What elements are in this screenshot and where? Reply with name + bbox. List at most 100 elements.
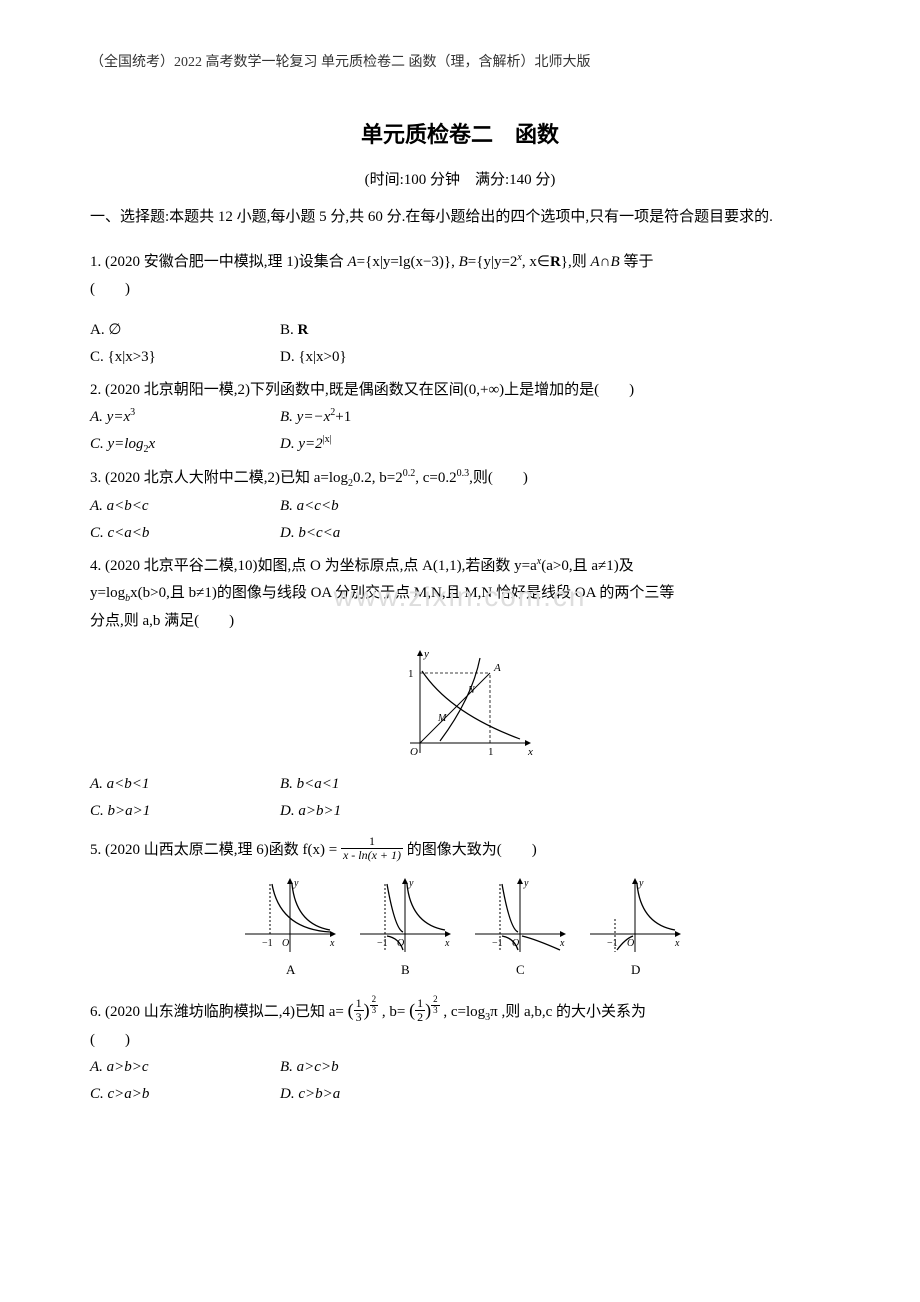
q6-t4: π ,则 a,b,c 的大小关系为 — [490, 1004, 646, 1020]
q4-line3: 分点,则 a,b 满足( ) www.zixin.com.cn — [90, 608, 830, 635]
q4-line2: y=logbx(b>0,且 b≠1)的图像与线段 OA 分别交于点 M,N,且 … — [90, 580, 830, 608]
q1-t4: , x∈ — [522, 254, 550, 270]
q4-t3: y=log — [90, 585, 125, 601]
q2-oa: A. y=x — [90, 409, 130, 425]
q5-text: (2020 山西太原二模,理 6)函数 f(x) = 1 x - ln(x + … — [105, 842, 537, 858]
q5-t2: 的图像大致为( ) — [407, 842, 537, 858]
q5c-x: x — [559, 938, 565, 949]
q5-lbl-C: C — [516, 962, 525, 977]
q1-opt-c: C. {x|x>3} — [90, 344, 280, 371]
q4-figure: y x O 1 1 A N M — [90, 643, 830, 763]
q4-opt-c: C. b>a>1 — [90, 798, 280, 825]
q6-opt-a: A. a>b>c — [90, 1054, 280, 1081]
q2-ob-t: +1 — [335, 409, 351, 425]
q1-t5: },则 — [561, 254, 591, 270]
section-intro: 一、选择题:本题共 12 小题,每小题 5 分,共 60 分.在每小题给出的四个… — [90, 204, 830, 231]
q6-num: 6. — [90, 1004, 101, 1020]
q6-opt-c: C. c>a>b — [90, 1081, 280, 1108]
q1-options-2: C. {x|x>3} D. {x|x>0} — [90, 344, 830, 371]
svg-text:−1: −1 — [607, 938, 618, 949]
q4-num: 4. — [90, 558, 101, 574]
q2-oc-t: x — [148, 436, 155, 452]
q5-lbl-A: A — [286, 962, 296, 977]
q3-text: (2020 北京人大附中二模,2)已知 a=log20.2, b=20.2, c… — [105, 470, 528, 486]
q3-opt-a: A. a<b<c — [90, 493, 280, 520]
q1-text: (2020 安徽合肥一中模拟,理 1)设集合 A={x|y=lg(x−3)}, … — [105, 254, 653, 270]
q5d-O: O — [627, 938, 634, 949]
q5a-y: y — [293, 878, 299, 889]
q2-opt-b: B. y=−x2+1 — [280, 404, 470, 431]
question-2: 2. (2020 北京朝阳一模,2)下列函数中,既是偶函数又在区间(0,+∞)上… — [90, 377, 830, 404]
q3-num: 3. — [90, 470, 101, 486]
svg-text:−1: −1 — [262, 938, 273, 949]
q1-ob-r: R — [298, 322, 309, 338]
q3-t3: , c=0.2 — [415, 470, 456, 486]
q4-label-N: N — [467, 685, 476, 696]
q5d-y: y — [638, 878, 644, 889]
q6-a-base: 13 — [354, 997, 364, 1024]
q3-opt-c: C. c<a<b — [90, 520, 280, 547]
q1-paren: ( ) — [90, 276, 830, 303]
q3-t2: 0.2, b=2 — [353, 470, 403, 486]
q3-options: A. a<b<c B. a<c<b — [90, 493, 830, 520]
q4-t2: (a>0,且 a≠1)及 — [541, 558, 634, 574]
doc-title: 单元质检卷二 函数 — [90, 115, 830, 155]
q3-opt-b: B. a<c<b — [280, 493, 470, 520]
q6-t3: , c=log — [443, 1004, 485, 1020]
q1-opt-b: B. R — [280, 317, 470, 344]
q6-t2: , b= — [382, 1004, 405, 1020]
q2-num: 2. — [90, 382, 101, 398]
q4-label-A: A — [493, 662, 501, 674]
q5-lbl-D: D — [631, 962, 640, 977]
q6-b-exp: 23 — [431, 995, 440, 1016]
svg-text:−1: −1 — [377, 938, 388, 949]
q2-opt-a: A. y=x3 — [90, 404, 280, 431]
q6-a-exp: 23 — [370, 995, 379, 1016]
q3-opt-d: D. b<c<a — [280, 520, 470, 547]
q4-label-1x: 1 — [488, 746, 494, 758]
q5-lbl-B: B — [401, 962, 410, 977]
q5b-y: y — [408, 878, 414, 889]
q5c-y: y — [523, 878, 529, 889]
q5b-O: O — [397, 938, 404, 949]
q5-choice-svg: −1 O x y A −1 O x y B — [230, 874, 690, 984]
q2-text: (2020 北京朝阳一模,2)下列函数中,既是偶函数又在区间(0,+∞)上是增加… — [105, 382, 634, 398]
q1-opt-a: A. ∅ — [90, 317, 280, 344]
q5-frac-num: 1 — [341, 835, 403, 849]
question-5: 5. (2020 山西太原二模,理 6)函数 f(x) = 1 x - ln(x… — [90, 837, 830, 864]
q6-t1: (2020 山东潍坊临朐模拟二,4)已知 a= — [105, 1004, 344, 1020]
q6-bed: 3 — [431, 1006, 440, 1016]
q6-abd: 3 — [354, 1011, 364, 1024]
q6-bbd: 2 — [415, 1011, 425, 1024]
q3-t1: (2020 北京人大附中二模,2)已知 a=log — [105, 470, 348, 486]
q2-opt-c: C. y=log2x — [90, 431, 280, 459]
q4-opt-b: B. b<a<1 — [280, 771, 470, 798]
q1-options: A. ∅ B. R — [90, 317, 830, 344]
q6-b-base: 12 — [415, 997, 425, 1024]
q4-options: A. a<b<1 B. b<a<1 — [90, 771, 830, 798]
q4-label-M: M — [437, 713, 447, 724]
q1-t3: ={y|y=2 — [468, 254, 518, 270]
doc-subtitle: (时间:100 分钟 满分:140 分) — [90, 167, 830, 194]
q2-options: A. y=x3 B. y=−x2+1 — [90, 404, 830, 431]
q1-opt-d: D. {x|x>0} — [280, 344, 470, 371]
q6-opt-b: B. a>c>b — [280, 1054, 470, 1081]
q1-t1: (2020 安徽合肥一中模拟,理 1)设集合 — [105, 254, 348, 270]
q6-abn: 1 — [354, 997, 364, 1011]
q1-num: 1. — [90, 254, 101, 270]
q4-graph-svg: y x O 1 1 A N M — [380, 643, 540, 763]
q5-fraction: 1 x - ln(x + 1) — [341, 835, 403, 862]
q2-od-sup: |x| — [323, 434, 332, 445]
q5a-x: x — [329, 938, 335, 949]
q5-t1: (2020 山西太原二模,理 6)函数 f(x) = — [105, 842, 337, 858]
q2-oc: C. y=log — [90, 436, 143, 452]
q6-opt-d: D. c>b>a — [280, 1081, 470, 1108]
q5-num: 5. — [90, 842, 101, 858]
q5c-O: O — [512, 938, 519, 949]
q4-label-x: x — [527, 746, 533, 758]
q1-t6: 等于 — [620, 254, 654, 270]
q3-options-2: C. c<a<b D. b<c<a — [90, 520, 830, 547]
q3-sup3: 0.3 — [457, 468, 470, 479]
q4-t4: x(b>0,且 b≠1)的图像与线段 OA 分别交于点 M,N,且 M,N 恰好… — [130, 585, 674, 601]
q4-text: (2020 北京平谷二模,10)如图,点 O 为坐标原点,点 A(1,1),若函… — [105, 558, 634, 574]
